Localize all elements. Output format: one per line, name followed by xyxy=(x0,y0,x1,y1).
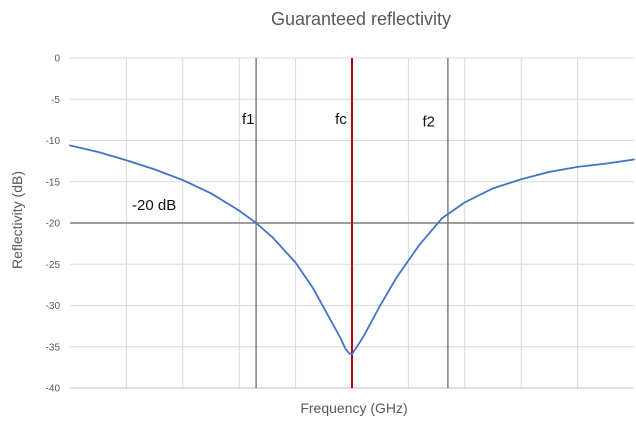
y-tick-label: -5 xyxy=(51,95,60,106)
annotation-label: fc xyxy=(335,111,347,128)
annotations: -20 dB f1 fc f2 xyxy=(132,111,435,214)
x-axis-title: Frequency (GHz) xyxy=(300,400,407,416)
annotation-label: -20 dB xyxy=(132,197,176,214)
chart-title: Guaranteed reflectivity xyxy=(271,9,451,29)
y-axis-title: Reflectivity (dB) xyxy=(9,171,25,269)
y-tick-label: -20 xyxy=(46,219,61,230)
y-tick-labels: 0 -5 -10 -15 -20 -25 -30 -35 -40 xyxy=(46,54,61,395)
y-tick-label: -30 xyxy=(46,301,61,312)
y-tick-label: 0 xyxy=(54,54,60,65)
y-tick-label: -15 xyxy=(46,177,61,188)
reference-lines xyxy=(70,58,634,388)
y-tick-label: -10 xyxy=(46,136,61,147)
y-tick-label: -40 xyxy=(46,384,61,395)
annotation-label: f2 xyxy=(423,113,436,130)
y-tick-label: -35 xyxy=(46,342,61,353)
annotation-label: f1 xyxy=(242,111,255,128)
y-tick-label: -25 xyxy=(46,260,61,271)
